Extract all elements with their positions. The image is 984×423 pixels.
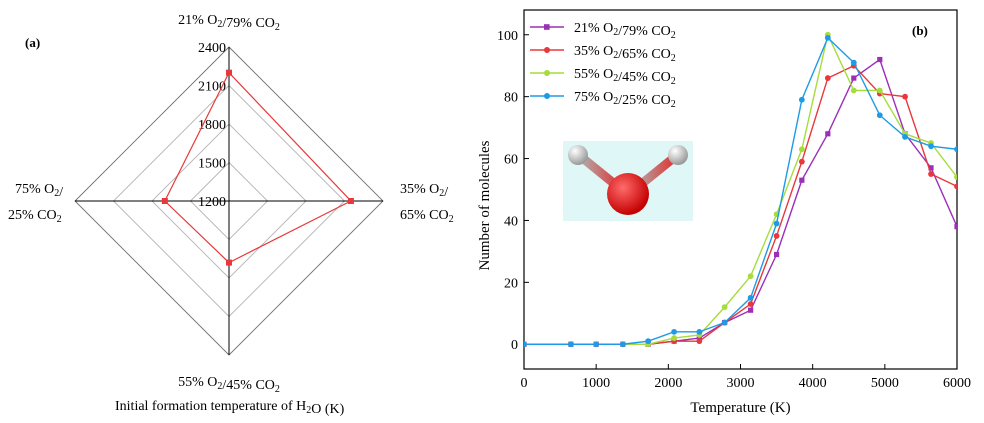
- data-point: [696, 338, 703, 345]
- data-point: [850, 59, 857, 66]
- data-point: [876, 112, 883, 119]
- legend: 21% O2/79% CO2 35% O2/65% CO2 55% O2/45% C…: [530, 21, 676, 110]
- radar-ring-label: 1200: [198, 195, 226, 210]
- radar-ring-label: 2400: [198, 41, 226, 56]
- data-point: [954, 183, 957, 190]
- x-tick-label: 3000: [727, 376, 755, 391]
- data-point: [671, 335, 678, 341]
- data-point: [877, 56, 883, 63]
- x-tick-label: 4000: [799, 376, 827, 391]
- legend-swatch-marker: [544, 93, 550, 99]
- data-point: [954, 146, 957, 153]
- data-point: [928, 143, 934, 150]
- y-tick-label: 0: [511, 338, 518, 353]
- y-tick-label: 100: [497, 29, 518, 44]
- series-4: [524, 34, 957, 348]
- oxygen-atom: [607, 173, 649, 215]
- legend-label: 55% O2/45% CO2: [574, 67, 676, 87]
- data-point: [696, 335, 702, 341]
- legend-swatch-marker: [544, 70, 550, 76]
- x-tick-label: 6000: [943, 376, 971, 391]
- data-point: [747, 301, 754, 307]
- radar-axis-label-left: 75% O2/: [15, 182, 63, 200]
- panel-label-b: (b): [912, 23, 928, 38]
- y-tick-label: 60: [504, 153, 518, 168]
- radar-ring-label: 2100: [198, 80, 226, 95]
- data-point: [902, 93, 908, 100]
- data-point: [928, 165, 934, 171]
- data-point: [954, 174, 957, 181]
- data-point: [798, 146, 805, 153]
- data-point: [876, 87, 883, 94]
- radar-axis-label-right: 35% O2/: [400, 182, 448, 200]
- legend-label: 35% O2/65% CO2: [574, 44, 676, 64]
- data-point: [902, 133, 908, 140]
- data-point: [824, 34, 831, 41]
- radar-title: Initial formation temperature of H2O (K): [115, 399, 345, 417]
- panel-label-a: (a): [25, 35, 40, 50]
- radar-axis-label-left: 25% CO2: [8, 208, 62, 225]
- radar-ring-label: 1500: [198, 157, 226, 172]
- y-tick-label: 80: [504, 91, 518, 106]
- data-point: [798, 158, 805, 165]
- data-point: [747, 294, 754, 301]
- radar-point: [347, 198, 354, 204]
- radar-axis-label-bottom: 55% O2/45% CO2: [178, 375, 280, 395]
- legend-swatch-marker: [544, 47, 550, 53]
- radar-axis-label-top: 21% O2/79% CO2: [178, 13, 280, 33]
- y-tick-label: 40: [504, 214, 518, 229]
- radar-point: [226, 259, 232, 266]
- data-point: [721, 319, 728, 326]
- radar-axis-label-right: 65% CO2: [400, 208, 454, 225]
- legend-swatch-marker: [544, 24, 550, 30]
- data-point: [799, 177, 805, 183]
- data-point: [825, 131, 831, 137]
- line-chart-panel-b: 0 1000 2000 3000 4000 5000 6000 0 20 40 60 80 100 Tem…: [477, 9, 971, 416]
- data-point: [773, 251, 780, 258]
- data-point: [524, 341, 527, 348]
- y-tick-label: 20: [504, 276, 518, 291]
- data-point: [954, 224, 957, 230]
- radar-point: [161, 198, 168, 204]
- radar-series-line: [164, 71, 352, 264]
- data-point: [850, 87, 857, 94]
- data-point: [593, 341, 600, 348]
- data-point: [748, 307, 754, 313]
- x-tick-label: 2000: [654, 376, 682, 391]
- data-point: [747, 273, 754, 280]
- data-point: [721, 304, 728, 311]
- hydrogen-atom: [568, 145, 588, 165]
- data-point: [928, 171, 934, 177]
- data-point: [824, 75, 831, 81]
- x-tick-label: 1000: [582, 376, 610, 391]
- data-point: [798, 96, 805, 103]
- data-point: [773, 220, 780, 227]
- data-point: [671, 328, 678, 335]
- data-point: [568, 341, 574, 348]
- legend-label: 75% O2/25% CO2: [574, 90, 676, 110]
- x-axis-title: Temperature (K): [690, 400, 790, 416]
- data-point: [773, 233, 780, 239]
- data-point: [645, 338, 652, 345]
- data-point: [851, 75, 857, 81]
- hydrogen-atom: [668, 145, 688, 165]
- radar-point: [226, 69, 232, 76]
- y-axis-title: Number of molecules: [477, 140, 493, 270]
- x-tick-label: 0: [521, 376, 528, 391]
- water-molecule-inset: [563, 141, 693, 221]
- data-point: [696, 328, 703, 335]
- legend-label: 21% O2/79% CO2: [574, 21, 676, 41]
- x-tick-label: 5000: [871, 376, 899, 391]
- data-point: [619, 341, 626, 348]
